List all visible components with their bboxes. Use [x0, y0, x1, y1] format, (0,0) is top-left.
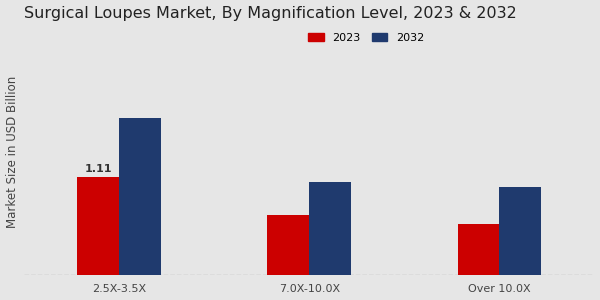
Bar	[499, 187, 541, 275]
Y-axis label: Market Size in USD Billion: Market Size in USD Billion	[5, 76, 19, 228]
Bar	[77, 177, 119, 275]
Text: Surgical Loupes Market, By Magnification Level, 2023 & 2032: Surgical Loupes Market, By Magnification…	[24, 6, 517, 21]
Legend: 2023, 2032: 2023, 2032	[305, 29, 428, 46]
Bar	[309, 182, 351, 275]
Bar	[268, 215, 309, 275]
Text: 1.11: 1.11	[85, 164, 112, 174]
Bar	[119, 118, 161, 275]
Bar	[458, 224, 499, 275]
